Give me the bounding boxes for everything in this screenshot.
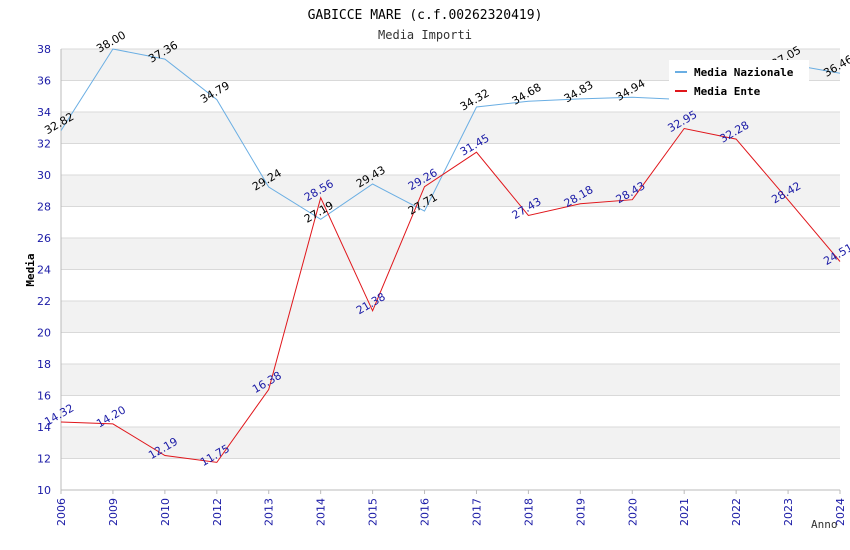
legend-label: Media Nazionale xyxy=(694,66,794,79)
grid-band xyxy=(61,175,840,207)
y-tick-label: 28 xyxy=(37,201,51,214)
y-axis-title: Media xyxy=(24,253,37,286)
data-label: 14.20 xyxy=(94,403,128,430)
y-tick-label: 18 xyxy=(37,358,51,371)
x-tick-label: 2024 xyxy=(834,498,847,526)
x-tick-label: 2010 xyxy=(159,498,172,526)
x-tick-label: 2018 xyxy=(522,498,535,526)
y-tick-label: 16 xyxy=(37,390,51,403)
x-tick-label: 2017 xyxy=(470,498,483,526)
x-tick-label: 2009 xyxy=(107,498,120,526)
grid-band xyxy=(61,301,840,333)
y-tick-label: 20 xyxy=(37,327,51,340)
x-tick-label: 2014 xyxy=(315,498,328,526)
y-tick-label: 12 xyxy=(37,453,51,466)
x-tick-label: 2019 xyxy=(574,498,587,526)
plot-background xyxy=(61,49,840,459)
y-tick-label: 14 xyxy=(37,421,51,434)
data-label: 34.32 xyxy=(458,86,492,113)
chart-title: GABICCE MARE (c.f.00262320419) xyxy=(308,8,543,23)
x-tick-label: 2023 xyxy=(782,498,795,526)
y-tick-label: 36 xyxy=(37,75,51,88)
x-tick-label: 2020 xyxy=(626,498,639,526)
grid-band xyxy=(61,364,840,396)
data-label: 14.32 xyxy=(42,401,76,428)
y-tick-label: 26 xyxy=(37,232,51,245)
y-tick-label: 24 xyxy=(37,264,51,277)
x-tick-label: 2006 xyxy=(55,498,68,526)
y-tick-label: 38 xyxy=(37,43,51,56)
y-tick-label: 22 xyxy=(37,295,51,308)
data-label: 34.68 xyxy=(510,81,544,108)
y-tick-label: 10 xyxy=(37,484,51,497)
y-tick-label: 30 xyxy=(37,169,51,182)
legend-label: Media Ente xyxy=(694,85,761,98)
grid-band xyxy=(61,427,840,459)
x-axis-title: Anno xyxy=(811,518,838,531)
grid-band xyxy=(61,238,840,270)
x-tick-label: 2016 xyxy=(419,498,432,526)
chart-subtitle: Media Importi xyxy=(378,28,472,42)
y-tick-label: 34 xyxy=(37,106,51,119)
data-label: 34.83 xyxy=(562,78,596,105)
x-tick-label: 2022 xyxy=(730,498,743,526)
x-tick-label: 2013 xyxy=(263,498,276,526)
x-tick-label: 2015 xyxy=(367,498,380,526)
x-tick-label: 2021 xyxy=(678,498,691,526)
grid-band xyxy=(61,112,840,144)
data-label: 34.79 xyxy=(198,79,232,106)
legend: Media Nazionale Media Ente xyxy=(669,60,809,102)
series-line xyxy=(60,127,841,463)
y-tick-label: 32 xyxy=(37,138,51,151)
x-tick-label: 2012 xyxy=(211,498,224,526)
legend-box xyxy=(669,60,809,102)
